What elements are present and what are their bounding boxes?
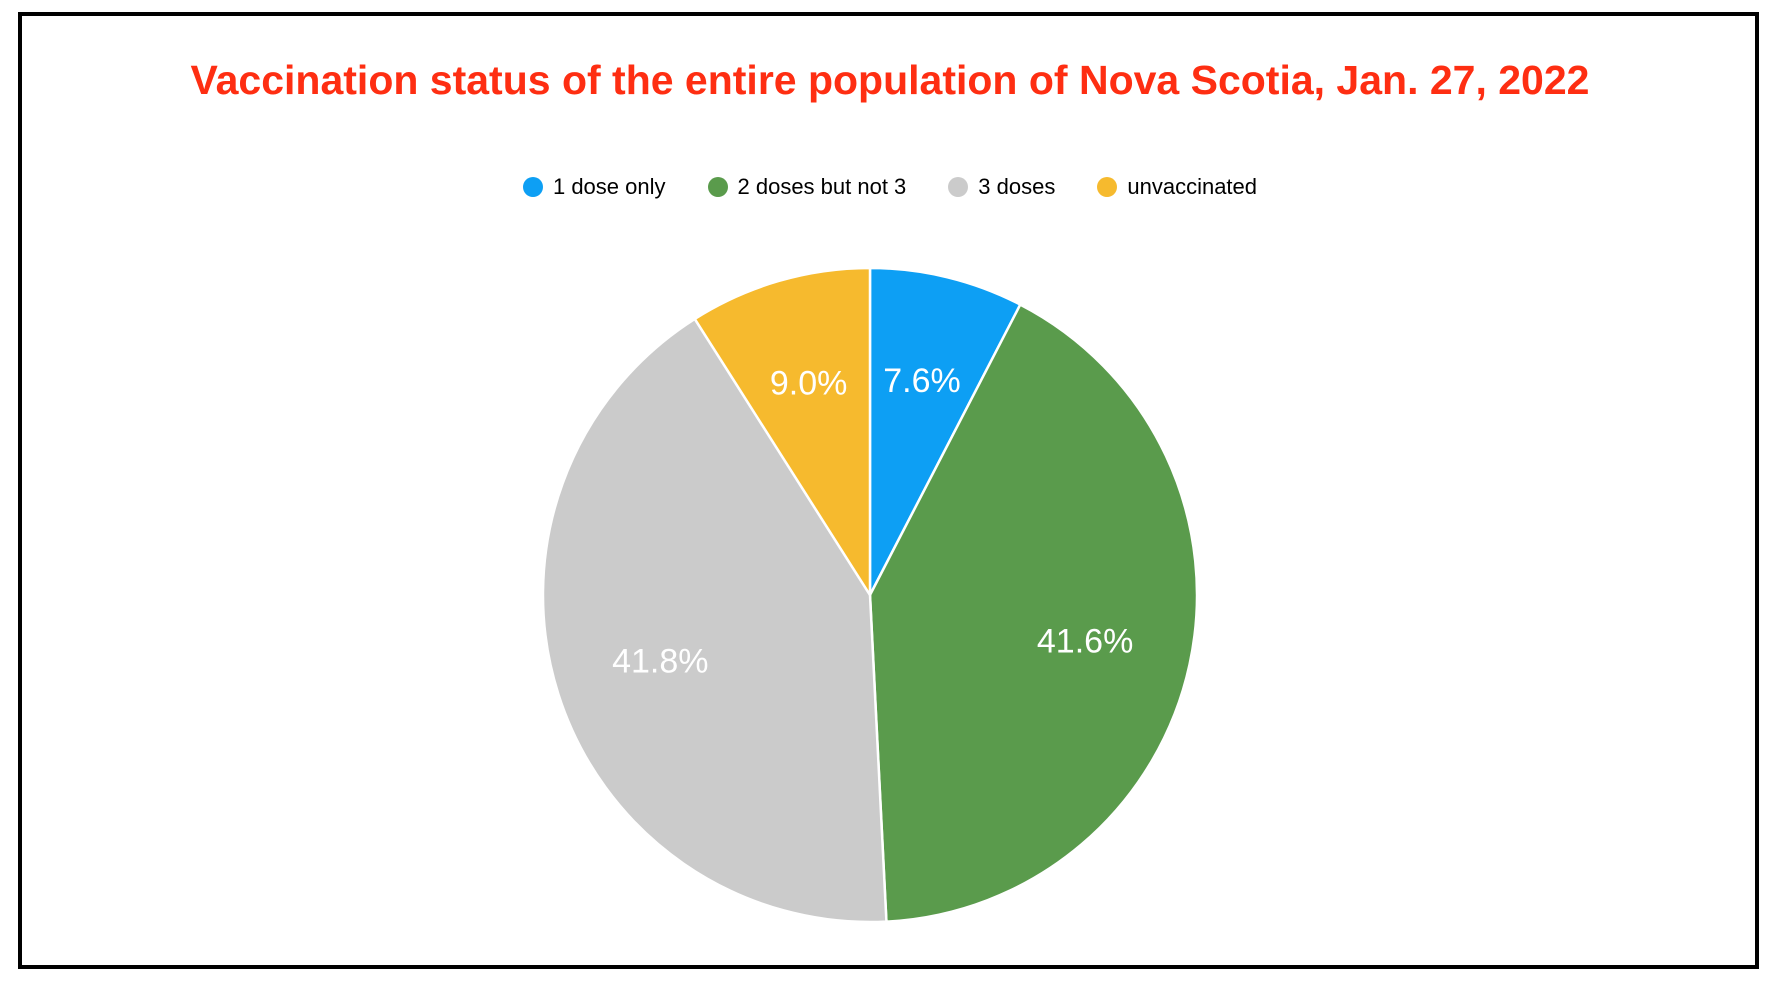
legend-swatch-icon [1097, 177, 1118, 197]
legend-item-1-dose-only[interactable]: 1 dose only [522, 174, 666, 200]
legend-item-2-doses-but-not-3[interactable]: 2 doses but not 3 [707, 174, 907, 200]
legend-swatch-icon [522, 177, 543, 197]
legend-item-label: 2 doses but not 3 [737, 174, 907, 199]
pie-slice-unvaccinated[interactable] [693, 266, 872, 597]
pie-slice-1-dose-only[interactable] [868, 266, 1022, 597]
pie-slices: 7.6%41.6%41.8%9.0% [541, 266, 1199, 924]
legend-item-label: 1 dose only [552, 174, 666, 199]
legend-swatch-icon [948, 177, 969, 197]
legend-item-3-doses[interactable]: 3 doses [948, 174, 1055, 200]
pie-slice-2-doses-but-not-3[interactable] [868, 303, 1199, 923]
legend-item-label: unvaccinated [1127, 174, 1258, 199]
legend-item-unvaccinated[interactable]: unvaccinated [1097, 174, 1257, 200]
legend-swatch-icon [707, 177, 728, 197]
legend-item-label: 3 doses [978, 174, 1056, 199]
chart-title: Vaccination status of the entire populat… [190, 57, 1590, 103]
pie-slice-3-doses[interactable] [541, 317, 888, 924]
chart-legend: 1 dose only 2 doses but not 3 3 doses un… [0, 170, 1780, 204]
